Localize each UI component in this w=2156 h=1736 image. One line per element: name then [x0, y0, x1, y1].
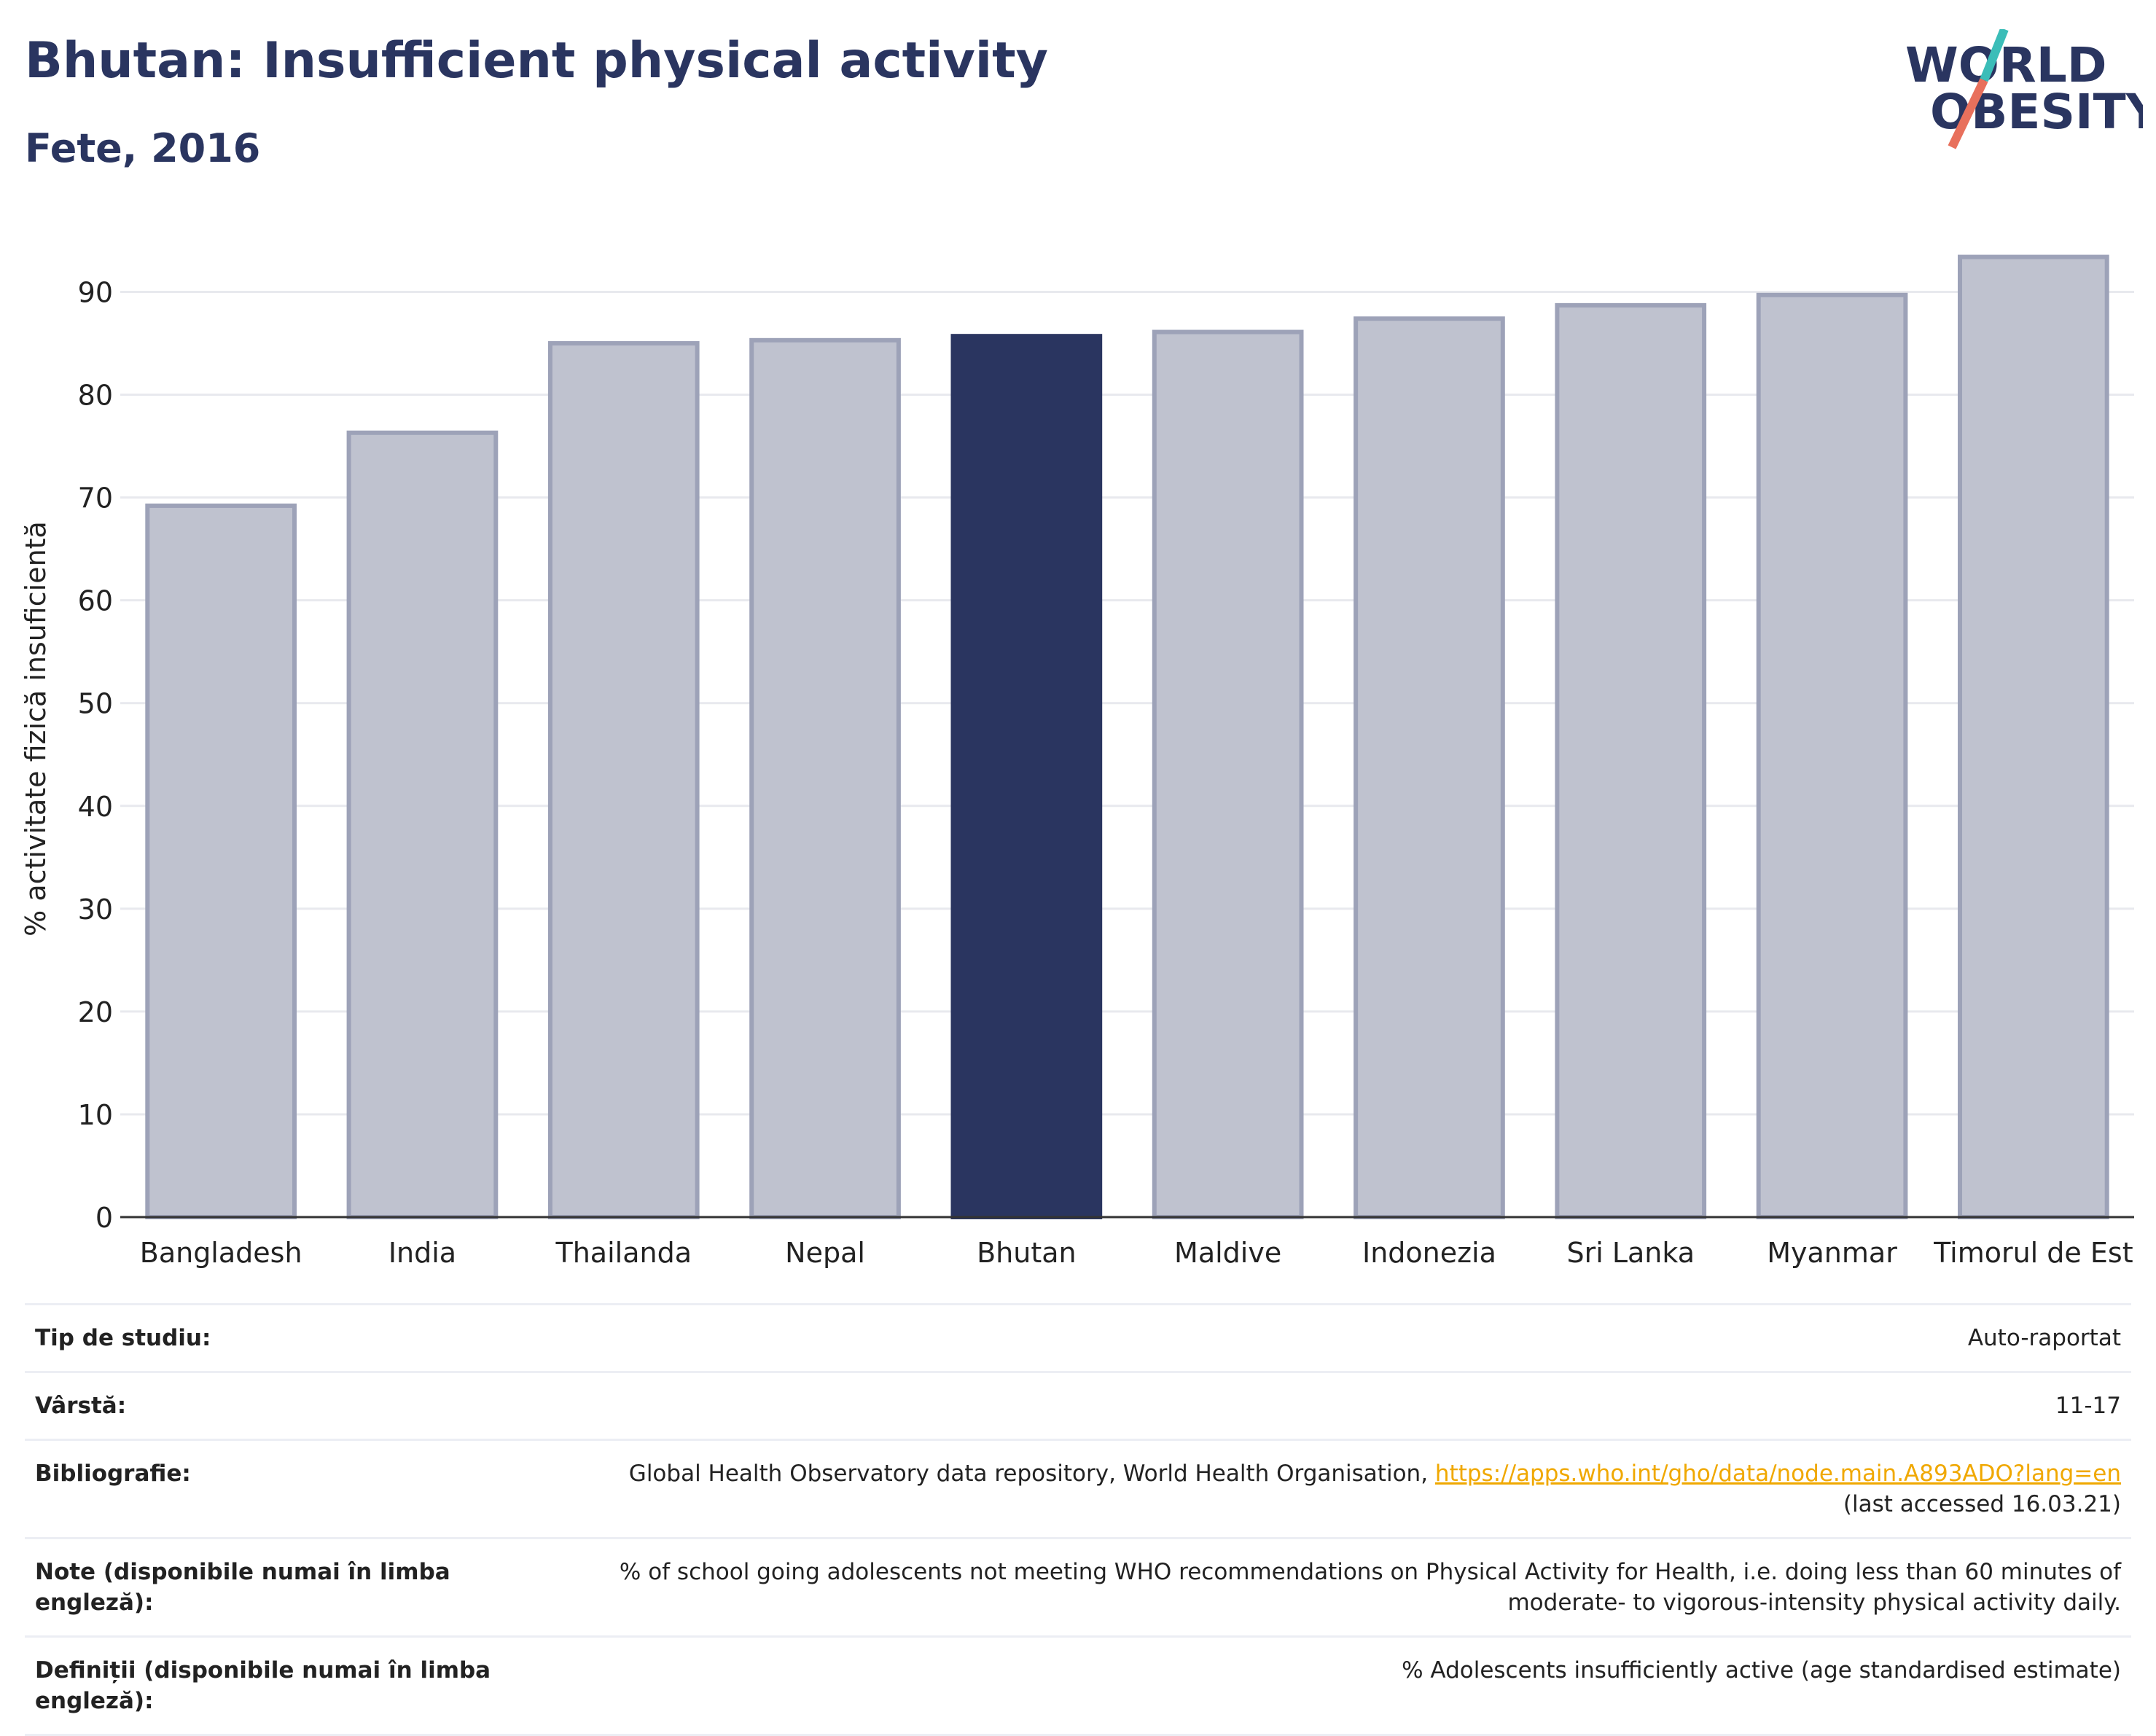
y-tick-label: 90	[78, 277, 113, 309]
x-tick-label: Bangladesh	[140, 1237, 302, 1269]
x-tick-label: Bhutan	[977, 1237, 1077, 1269]
x-tick-label: Timorul de Est	[1933, 1237, 2133, 1269]
bar-nepal	[749, 337, 901, 1219]
bibliography-link[interactable]: https://apps.who.int/gho/data/node.main.…	[1434, 1461, 2121, 1487]
x-tick-label: Nepal	[785, 1237, 865, 1269]
bibliography-access-note: (last accessed 16.03.21)	[1843, 1491, 2121, 1517]
notes-row: Note (disponibile numai în limba engleză…	[25, 1537, 2131, 1635]
bar-india	[346, 430, 499, 1219]
logo-world-text: WORLD	[1905, 37, 2107, 93]
bar-myanmar	[1756, 292, 1908, 1219]
chart-title: Bhutan: Insufficient physical activity	[25, 32, 1048, 90]
definitions-row: Definiții (disponibile numai în limba en…	[25, 1635, 2131, 1736]
bar-bangladesh	[145, 503, 297, 1219]
logo-slash-coral	[1948, 78, 1988, 149]
age-row: Vârstă: 11-17	[25, 1371, 2131, 1439]
bar-indonezia	[1354, 316, 1505, 1220]
bibliography-row: Bibliografie: Global Health Observatory …	[25, 1439, 2131, 1537]
y-tick-label: 30	[78, 894, 113, 926]
y-axis-ticks: 0 10 20 30 40 50 60 70 80 90	[78, 277, 113, 1234]
y-tick-label: 40	[78, 791, 113, 823]
x-tick-label: Indonezia	[1362, 1237, 1496, 1269]
y-tick-label: 10	[78, 1099, 113, 1131]
world-obesity-logo: WORLD OBESITY	[1905, 29, 2143, 149]
bar-chart: 0 10 20 30 40 50 60 70 80 90 Bangladesh India Thail…	[20, 254, 2134, 1269]
x-tick-label: Myanmar	[1767, 1237, 1897, 1269]
study-type-row: Tip de studiu: Auto-raportat	[25, 1303, 2131, 1371]
x-tick-label: Maldive	[1174, 1237, 1281, 1269]
info-table: Tip de studiu: Auto-raportat Vârstă: 11-…	[25, 1303, 2131, 1736]
bibliography-text: Global Health Observatory data repositor…	[628, 1461, 1429, 1487]
y-tick-label: 70	[78, 482, 113, 515]
notes-label: Note (disponibile numai în limba engleză…	[35, 1559, 450, 1616]
y-axis-label: % activitate fizică insuficientă	[20, 521, 52, 937]
definitions-value: % Adolescents insufficiently active (age…	[1402, 1657, 2121, 1684]
y-tick-label: 20	[78, 996, 113, 1028]
bibliography-value: Global Health Observatory data repositor…	[516, 1458, 2121, 1520]
x-tick-label: Sri Lanka	[1566, 1237, 1695, 1269]
bibliography-label: Bibliografie:	[35, 1461, 191, 1487]
y-tick-label: 80	[78, 380, 113, 412]
y-tick-label: 60	[78, 585, 113, 617]
bar-timorul-de-est	[1958, 254, 2109, 1219]
study-type-value: Auto-raportat	[1967, 1325, 2121, 1351]
x-tick-label: Thailanda	[555, 1237, 692, 1269]
x-axis-ticks: Bangladesh India Thailanda Nepal Bhutan Maldi…	[140, 1237, 2133, 1269]
bar-thailanda	[547, 341, 700, 1220]
age-label: Vârstă:	[35, 1393, 127, 1419]
y-tick-label: 0	[95, 1202, 113, 1234]
bar-maldive	[1152, 329, 1304, 1219]
notes-value: % of school going adolescents not meetin…	[619, 1559, 2121, 1616]
x-tick-label: India	[388, 1237, 456, 1269]
y-tick-label: 50	[78, 688, 113, 720]
bar-bhutan	[950, 334, 1103, 1219]
age-value: 11-17	[2055, 1393, 2121, 1419]
bars	[145, 254, 2109, 1220]
definitions-label: Definiții (disponibile numai în limba en…	[35, 1657, 491, 1714]
study-type-label: Tip de studiu:	[35, 1325, 211, 1351]
logo-slash-teal	[1980, 29, 2009, 82]
chart-subtitle: Fete, 2016	[25, 125, 261, 171]
bar-sri-lanka	[1555, 302, 1707, 1219]
